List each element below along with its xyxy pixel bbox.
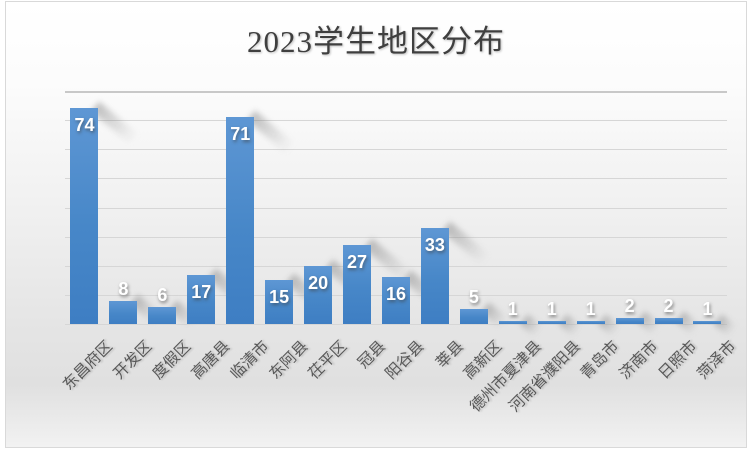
gridline [65, 91, 727, 93]
bar-slot: 1 德州市夏津县 [467, 91, 545, 416]
bar-value-label: 20 [308, 272, 329, 293]
bar-slot: 27 冠县 [338, 91, 413, 372]
bar-value-label: 71 [230, 124, 251, 145]
gridline [65, 208, 727, 209]
gridline [65, 120, 727, 121]
bar-value-label: 1 [585, 299, 596, 320]
bar-slot: 20 茌平区 [299, 91, 370, 383]
bar-value-label: 15 [269, 287, 290, 308]
bar: 5 [459, 288, 488, 324]
bar-value-label: 27 [347, 252, 368, 273]
bar: 17 [187, 274, 216, 324]
bar-value-label: 74 [74, 115, 95, 136]
bar-value-label: 1 [546, 299, 557, 320]
bar-slot: 71 临清市 [221, 91, 296, 383]
bar-slot: 16 阳谷县 [377, 91, 443, 383]
bar: 1 [576, 300, 605, 324]
bar-slot: 2 日照市 [649, 91, 700, 383]
gridline [65, 237, 727, 238]
bar-value-label: 17 [191, 281, 212, 302]
gridline [65, 266, 727, 267]
bar-value-label: 16 [385, 284, 406, 305]
bar-value-label: 2 [663, 296, 674, 317]
bar-value-label: 8 [118, 278, 129, 299]
bar-slot: 8 开发区 [104, 91, 162, 383]
bar-slot: 6 度假区 [143, 91, 199, 383]
gridline [65, 149, 727, 150]
bar-slot: 1 青岛市 [571, 91, 623, 383]
bar: 27 [343, 245, 372, 324]
bar-value-label: 2 [624, 296, 635, 317]
bar: 1 [693, 300, 722, 324]
bar: 74 [70, 108, 99, 324]
bar-value-label: 33 [424, 234, 445, 255]
bar-value-label: 1 [702, 299, 713, 320]
bar-slot: 17 高唐县 [182, 91, 250, 383]
bar: 15 [265, 280, 294, 324]
bar-value-label: 1 [507, 299, 518, 320]
bar: 71 [226, 117, 255, 324]
bar: 20 [304, 265, 333, 324]
plot-area: 74 东昌府区 8 开发区 6 度假区 17 高唐县 71 临清市 15 东阿县 20 茌平区 27 冠县 16… [60, 91, 739, 416]
bar-series: 74 东昌府区 8 开发区 6 度假区 17 高唐县 71 临清市 15 东阿县 20 茌平区 27 冠县 16… [60, 91, 739, 416]
bar: 8 [109, 280, 138, 324]
bar-value-label: 5 [468, 287, 479, 308]
gridline [65, 178, 727, 179]
bar-slot: 1 河南省濮阳县 [506, 91, 584, 416]
gridline [65, 324, 727, 325]
bar: 16 [381, 277, 410, 324]
chart-panel-background [5, 1, 747, 448]
bar-slot: 33 莘县 [415, 91, 490, 372]
bar-slot: 5 高新区 [454, 91, 509, 383]
bar-value-label: 6 [157, 284, 168, 305]
bar-slot: 2 济南市 [610, 91, 661, 383]
bar-slot: 1 菏泽市 [688, 91, 739, 383]
bar-slot: 74 东昌府区 [60, 91, 140, 394]
bar: 2 [654, 297, 683, 324]
bar: 2 [615, 297, 644, 324]
bar: 1 [498, 300, 527, 324]
bar-slot: 15 东阿县 [260, 91, 325, 383]
bar: 33 [420, 227, 449, 324]
chart-title: 2023学生地区分布 [247, 24, 505, 59]
bar: 1 [537, 300, 566, 324]
bar: 6 [148, 286, 177, 324]
